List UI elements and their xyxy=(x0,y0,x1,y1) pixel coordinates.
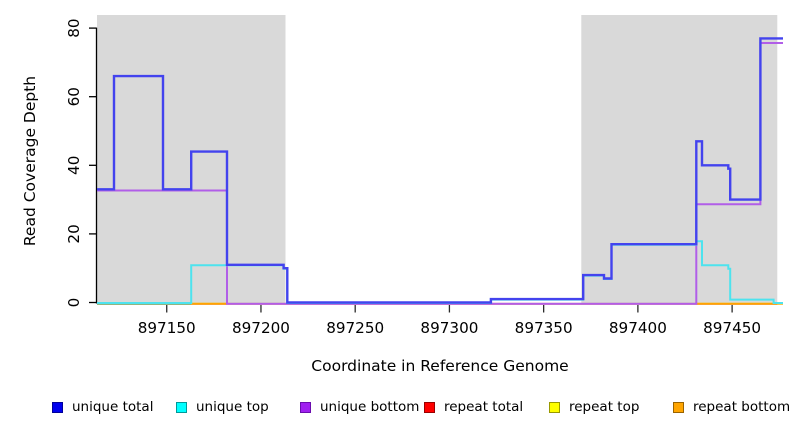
legend-swatch-icon xyxy=(549,401,560,413)
x-axis-title: Coordinate in Reference Genome xyxy=(311,357,569,375)
series-unique-total-line xyxy=(97,37,783,304)
y-tick-label: 40 xyxy=(65,156,83,175)
legend: unique total unique top unique bottom repea… xyxy=(0,399,792,423)
y-axis-title: Read Coverage Depth xyxy=(21,75,39,247)
right-shaded-region xyxy=(581,15,778,303)
legend-item-repeat-bottom: repeat bottom xyxy=(673,399,790,415)
x-tick-label: 897200 xyxy=(232,319,290,337)
legend-label: unique top xyxy=(196,399,269,415)
x-tick-label: 897250 xyxy=(326,319,384,337)
shaded-regions xyxy=(97,15,778,303)
legend-item-unique-bottom: unique bottom xyxy=(300,399,419,415)
legend-label: repeat bottom xyxy=(693,399,791,415)
legend-swatch-icon xyxy=(424,401,435,413)
legend-label: repeat top xyxy=(569,399,640,415)
x-tick-label: 897150 xyxy=(138,319,196,337)
legend-label: unique total xyxy=(72,399,154,415)
legend-item-unique-total: unique total xyxy=(52,399,153,415)
x-tick-label: 897400 xyxy=(609,319,667,337)
y-tick-label: 80 xyxy=(65,18,83,37)
legend-item-repeat-top: repeat top xyxy=(549,399,639,415)
legend-swatch-icon xyxy=(52,401,63,413)
axes: 0 20 40 60 80 897150 897200 897250 897300 897350 8… xyxy=(65,18,761,337)
legend-swatch-icon xyxy=(300,401,311,413)
y-tick-label: 60 xyxy=(65,87,83,106)
y-tick-label: 20 xyxy=(65,224,83,243)
y-tick-label: 0 xyxy=(65,298,83,308)
x-tick-label: 897450 xyxy=(703,319,761,337)
legend-label: unique bottom xyxy=(320,399,420,415)
legend-label: repeat total xyxy=(444,399,524,415)
legend-item-repeat-total: repeat total xyxy=(424,399,523,415)
legend-item-unique-top: unique top xyxy=(176,399,269,415)
x-tick-label: 897300 xyxy=(420,319,478,337)
legend-swatch-icon xyxy=(673,401,684,413)
legend-swatch-icon xyxy=(176,401,187,413)
x-tick-label: 897350 xyxy=(515,319,573,337)
series-lines xyxy=(97,37,783,305)
